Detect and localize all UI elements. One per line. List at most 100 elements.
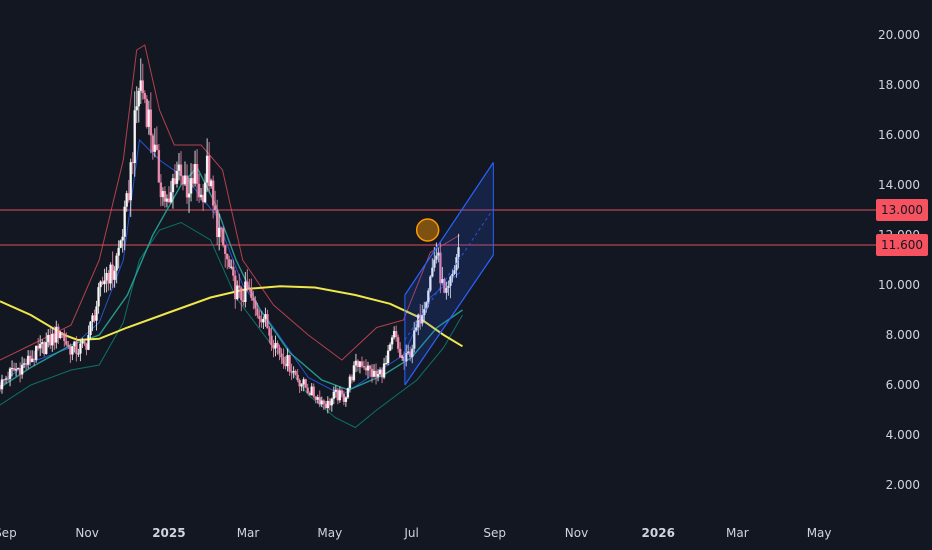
candle-body xyxy=(213,205,217,211)
candle-body xyxy=(147,109,151,127)
candle-body xyxy=(362,365,366,368)
candle-body xyxy=(71,346,74,355)
candle-body xyxy=(199,194,203,198)
x-tick-label: May xyxy=(807,526,832,540)
candle-body xyxy=(346,388,350,398)
candle-body xyxy=(246,281,249,289)
x-tick-label: Mar xyxy=(237,526,260,540)
parallel-channel xyxy=(404,162,494,386)
candle-body xyxy=(10,368,14,370)
candle-body xyxy=(394,331,398,338)
candle-body xyxy=(298,380,301,387)
candle-body xyxy=(384,363,388,365)
y-tick-label: 6.000 xyxy=(886,378,920,392)
candle-body xyxy=(314,396,317,400)
candle-body xyxy=(197,183,201,198)
candle-body xyxy=(159,182,163,198)
candle-body xyxy=(75,341,78,354)
candle-body xyxy=(380,369,384,378)
lower-band-line xyxy=(0,221,463,429)
candle-body xyxy=(151,135,155,152)
candle-body xyxy=(123,206,126,237)
candle-body xyxy=(332,391,336,399)
candle-body xyxy=(22,363,26,365)
candle-body xyxy=(145,98,148,127)
candle-body xyxy=(155,144,159,151)
candle-body xyxy=(316,397,319,400)
candle-body xyxy=(411,348,414,358)
candle-body xyxy=(302,379,305,385)
candle-body xyxy=(230,266,233,268)
candle-body xyxy=(137,90,140,107)
candle-body xyxy=(187,193,191,198)
candle-body xyxy=(234,275,237,300)
candle-body xyxy=(79,343,82,354)
candle-body xyxy=(8,368,12,379)
x-tick-label: 2025 xyxy=(152,526,185,540)
y-tick-label: 16.000 xyxy=(878,128,920,142)
candle-body xyxy=(89,321,92,336)
candle-body xyxy=(306,387,309,393)
candle-body xyxy=(175,170,179,184)
x-tick-label: Mar xyxy=(726,526,749,540)
candle-body xyxy=(43,342,46,355)
candle-body xyxy=(24,363,28,365)
candle-body xyxy=(59,332,62,339)
candle-body xyxy=(378,369,382,374)
candle-body xyxy=(171,178,175,193)
candle-body xyxy=(87,335,90,350)
candle-body xyxy=(153,144,157,152)
candle-body xyxy=(370,368,374,377)
candle-body xyxy=(433,259,436,268)
candle-body xyxy=(167,198,171,203)
candle-body xyxy=(447,285,450,288)
candle-body xyxy=(232,266,235,276)
candle-body xyxy=(388,344,392,351)
candle-body xyxy=(276,342,279,348)
candle-body xyxy=(451,273,454,277)
candle-body xyxy=(248,288,251,290)
candle-body xyxy=(169,192,173,203)
candle-body xyxy=(336,389,340,401)
x-tick-label: Sep xyxy=(483,526,506,540)
candle-body xyxy=(51,333,54,346)
candle-body xyxy=(398,348,402,358)
candle-body xyxy=(121,236,124,241)
price-level-badge xyxy=(876,234,928,256)
candle-body xyxy=(191,178,195,184)
candle-body xyxy=(423,309,426,316)
candle-body xyxy=(6,378,10,380)
candle-body xyxy=(103,280,106,285)
y-tick-label: 2.000 xyxy=(886,478,920,492)
candle-body xyxy=(439,252,442,284)
candle-body xyxy=(228,259,231,268)
candle-body xyxy=(57,326,60,339)
candle-body xyxy=(252,297,255,301)
candle-body xyxy=(396,337,400,349)
upper-band-line xyxy=(0,44,461,361)
candle-body xyxy=(179,164,183,176)
candle-body xyxy=(69,346,72,355)
candle-body xyxy=(286,355,289,367)
candle-body xyxy=(437,252,440,256)
candle-body xyxy=(183,175,187,185)
candle-body xyxy=(425,302,428,310)
candle-body xyxy=(39,343,42,349)
candle-body xyxy=(125,193,128,207)
candle-body xyxy=(421,315,424,324)
channel-lower-line xyxy=(404,254,494,386)
candle-body xyxy=(288,355,291,372)
candle-body xyxy=(256,308,259,316)
candle-body xyxy=(189,178,193,194)
candlestick-series xyxy=(0,58,460,414)
price-level-badge-label: 11.600 xyxy=(881,238,923,252)
candle-body xyxy=(282,356,285,364)
candle-body xyxy=(238,285,241,288)
candle-body xyxy=(215,210,219,238)
candle-body xyxy=(18,368,22,375)
candle-body xyxy=(400,356,404,358)
candle-body xyxy=(445,287,448,293)
candle-body xyxy=(20,364,24,375)
candle-body xyxy=(409,351,412,358)
